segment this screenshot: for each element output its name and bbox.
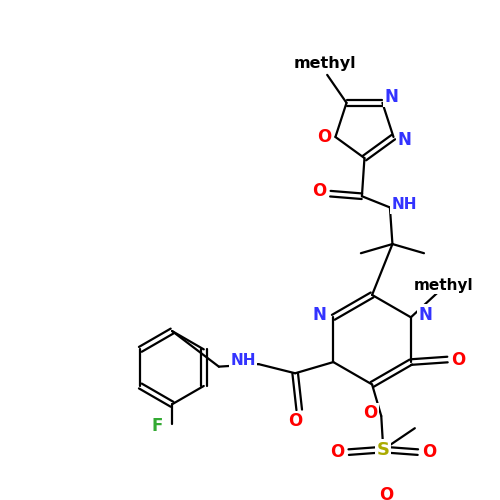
Text: N: N	[312, 306, 326, 324]
Text: F: F	[151, 417, 162, 435]
Text: O: O	[288, 412, 302, 430]
Text: O: O	[422, 443, 436, 461]
Text: O: O	[363, 404, 377, 422]
Text: O: O	[330, 443, 344, 461]
Text: NH: NH	[230, 352, 256, 368]
Text: methyl: methyl	[294, 56, 356, 71]
Text: methyl: methyl	[414, 278, 473, 293]
Text: O: O	[452, 350, 466, 368]
Text: N: N	[384, 88, 398, 106]
Text: O: O	[312, 182, 326, 200]
Text: N: N	[418, 306, 432, 324]
Text: N: N	[398, 130, 411, 148]
Text: S: S	[377, 440, 390, 458]
Text: O: O	[317, 128, 332, 146]
Text: O: O	[378, 486, 393, 500]
Text: NH: NH	[392, 198, 417, 212]
